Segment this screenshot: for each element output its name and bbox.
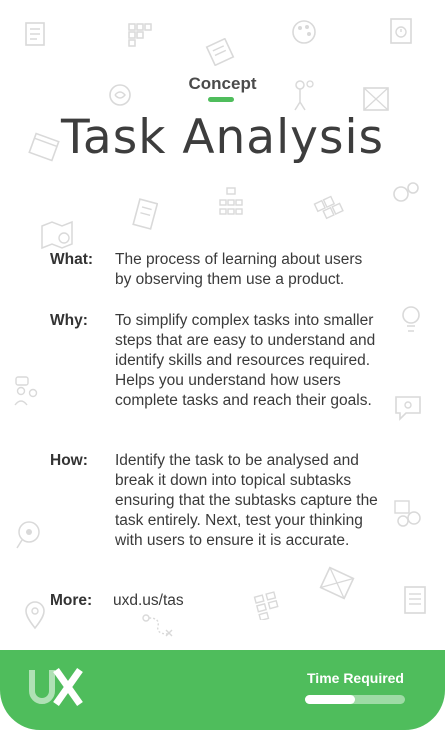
palette-icon [292,20,316,44]
what-text: The process of learning about users by o… [115,251,363,288]
location-pin-icon [25,601,45,630]
timer-doc-icon [390,18,412,44]
why-label: Why: [50,312,88,329]
page-title: Task Analysis [60,110,385,165]
people-chat-icon [14,376,38,406]
checklist-icon [404,586,426,614]
card-stack-icon [132,198,158,230]
puzzle-blocks-icon [313,195,344,220]
pointer-target-icon [16,521,40,549]
eyebrow-label: Concept [188,74,257,93]
more-link[interactable]: uxd.us/tas [113,592,184,609]
time-required-label: Time Required [307,670,404,686]
why-text: To simplify complex tasks into smaller s… [115,312,376,409]
speech-bubble-user-icon [395,396,421,421]
gears-icon [393,182,419,202]
how-text: Identify the task to be analysed and bre… [115,452,378,549]
time-required-bar [305,695,405,704]
time-required-fill [305,695,355,704]
sitemap-icon [219,187,243,215]
card-footer: Time Required [0,650,445,730]
more-label: More: [50,592,93,609]
user-group-icon [394,500,421,527]
tilted-form-icon [205,38,235,66]
document-list-icon [25,22,45,46]
how-label: How: [50,452,88,469]
ux-logo-icon [29,667,83,707]
lightbulb-person-icon [402,306,420,332]
eyebrow-underline [208,97,234,102]
map-search-icon [41,220,73,250]
what-label: What: [50,251,94,268]
flow-path-icon [142,614,173,637]
grid-icon [128,23,152,47]
